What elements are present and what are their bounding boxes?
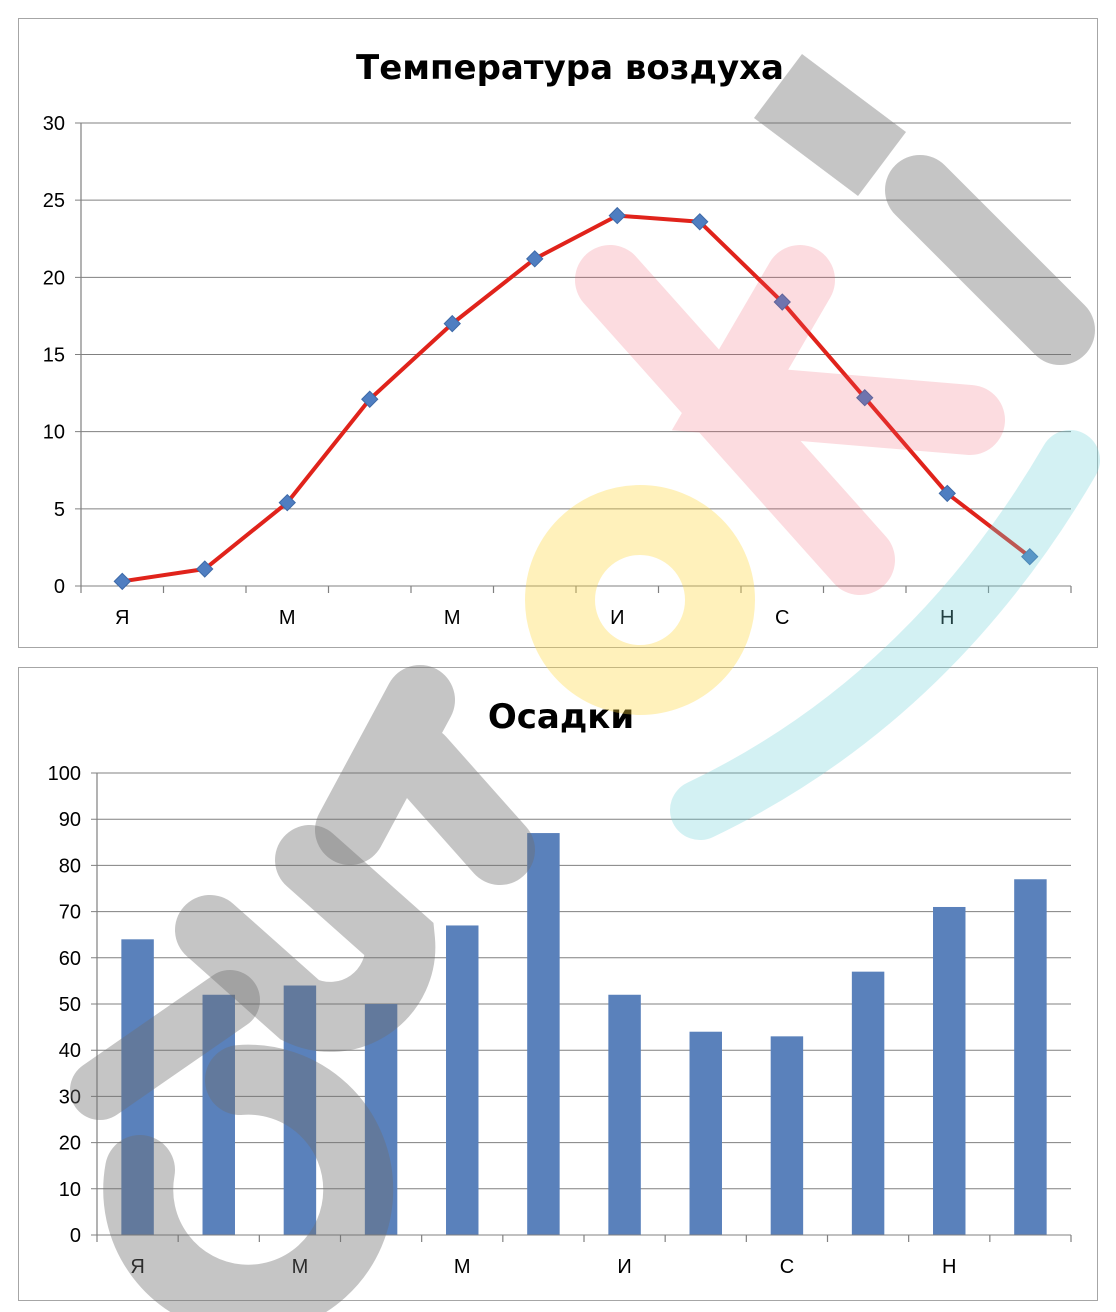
y-tick-label: 25 bbox=[43, 190, 65, 212]
bar bbox=[364, 1004, 398, 1235]
x-tick-label: И bbox=[617, 1256, 631, 1278]
x-tick-label: Я bbox=[115, 607, 129, 629]
y-tick-label: 50 bbox=[59, 994, 81, 1016]
bar bbox=[1014, 879, 1047, 1235]
x-tick-label: С bbox=[780, 1256, 794, 1278]
x-tick-label: Н bbox=[942, 1256, 956, 1278]
precipitation-chart: Осадки 0 10 20 30 40 50 60 70 80 90 100 Я М М И С Н bbox=[18, 667, 1098, 1301]
bar bbox=[851, 971, 885, 1235]
x-tick-label: Н bbox=[940, 607, 954, 629]
x-tick-label: М bbox=[444, 607, 461, 629]
y-tick-label: 30 bbox=[43, 113, 65, 135]
temperature-chart: Температура воздуха 0 5 10 15 20 25 30 Я М М И С Н bbox=[18, 18, 1098, 648]
data-point bbox=[278, 493, 296, 512]
temperature-line bbox=[121, 213, 1031, 584]
y-tick-label: 60 bbox=[59, 948, 81, 970]
y-tick-label: 80 bbox=[59, 855, 81, 877]
bar bbox=[933, 906, 966, 1235]
temperature-chart-svg: Температура воздуха 0 5 10 15 20 25 30 Я М М И С Н bbox=[43, 48, 1072, 629]
data-point bbox=[196, 560, 214, 578]
data-point bbox=[361, 390, 379, 408]
data-point bbox=[691, 213, 709, 231]
bar bbox=[121, 939, 154, 1235]
y-tick-label: 40 bbox=[59, 1040, 81, 1062]
x-tick-label: М bbox=[454, 1256, 471, 1278]
y-tick-label: 30 bbox=[59, 1086, 81, 1108]
x-tick-label: И bbox=[610, 607, 624, 629]
bar bbox=[689, 1031, 722, 1235]
chart-title: Температура воздуха bbox=[356, 48, 784, 88]
bar bbox=[527, 833, 560, 1235]
y-tick-label: 20 bbox=[59, 1133, 81, 1155]
x-tick-label: С bbox=[775, 607, 789, 629]
x-tick-label: М bbox=[279, 607, 296, 629]
data-point bbox=[608, 206, 626, 225]
y-tick-label: 0 bbox=[70, 1225, 81, 1247]
y-tick-label: 0 bbox=[54, 576, 65, 598]
y-tick-label: 10 bbox=[43, 422, 65, 444]
data-point bbox=[773, 293, 791, 311]
data-point bbox=[526, 250, 544, 268]
bar bbox=[446, 925, 479, 1235]
y-tick-label: 20 bbox=[43, 267, 65, 289]
bar bbox=[283, 985, 317, 1235]
bar bbox=[202, 994, 235, 1235]
x-tick-label: М bbox=[292, 1256, 309, 1278]
precipitation-chart-svg: Осадки 0 10 20 30 40 50 60 70 80 90 100 Я М М И С Н bbox=[48, 697, 1072, 1278]
y-tick-label: 70 bbox=[59, 902, 81, 924]
y-tick-label: 15 bbox=[43, 345, 65, 367]
y-tick-label: 5 bbox=[54, 499, 65, 521]
y-tick-label: 100 bbox=[48, 763, 81, 785]
bar bbox=[770, 1036, 804, 1235]
chart-title: Осадки bbox=[488, 697, 634, 737]
data-point bbox=[113, 572, 131, 591]
y-tick-label: 10 bbox=[59, 1179, 81, 1201]
data-point bbox=[443, 314, 461, 333]
data-point bbox=[856, 389, 874, 407]
bar bbox=[608, 994, 641, 1235]
data-point bbox=[1021, 547, 1039, 566]
data-point bbox=[938, 484, 956, 503]
y-tick-label: 90 bbox=[59, 809, 81, 831]
x-tick-label: Я bbox=[130, 1256, 144, 1278]
